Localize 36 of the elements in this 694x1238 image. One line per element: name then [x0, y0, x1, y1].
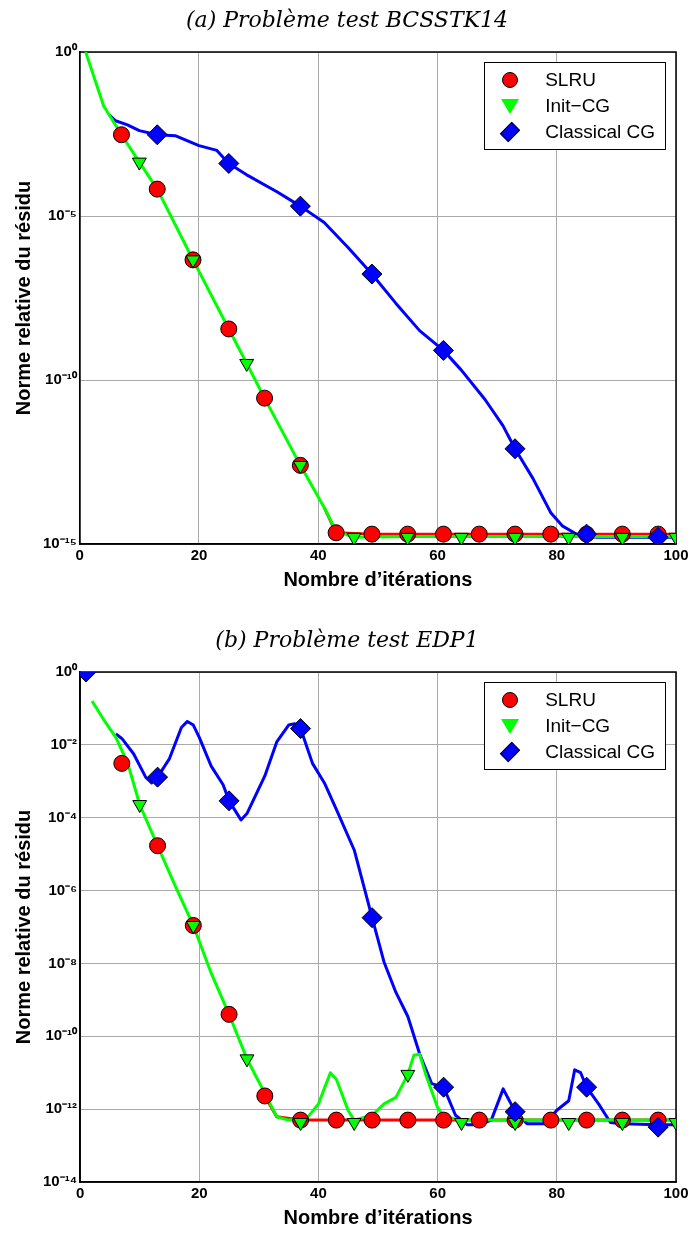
y-axis-title: Norme relative du résidu [11, 180, 34, 416]
x-tick-label: 20 [190, 546, 208, 564]
y-axis-title: Norme relative du résidu [11, 809, 34, 1045]
y-tick-label: 10⁻¹⁰ [45, 370, 78, 388]
legend-label: Classical CG [545, 741, 655, 763]
y-tick-label: 10⁰ [55, 42, 78, 60]
chart-title: (b) Problème test EDP1 [214, 626, 480, 654]
y-tick-label: 10⁻¹⁴ [42, 1172, 78, 1190]
x-tick-label: 100 [663, 1184, 689, 1202]
x-tick-label: 60 [429, 546, 446, 564]
x-tick-label: 80 [548, 546, 566, 564]
legend-label: SLRU [545, 689, 596, 711]
legend-label: Init−CG [545, 715, 611, 737]
y-tick-label: 10⁻⁸ [48, 953, 78, 971]
y-tick-label: 10⁻⁶ [48, 880, 78, 898]
x-tick-label: 40 [309, 546, 327, 564]
x-tick-label: 100 [663, 546, 689, 564]
x-axis-title: Nombre d’itérations [283, 1205, 473, 1228]
x-tick-label: 40 [310, 1184, 327, 1202]
y-tick-label: 10⁻² [50, 735, 78, 752]
x-tick-label: 0 [75, 1184, 85, 1202]
y-tick-label: 10⁰ [55, 662, 79, 680]
y-tick-label: 10⁻⁴ [47, 807, 78, 825]
x-tick-label: 60 [429, 1184, 446, 1202]
legend-label: Init−CG [545, 95, 611, 117]
x-tick-label: 0 [75, 546, 84, 564]
y-tick-label: 10⁻⁵ [47, 206, 77, 224]
x-tick-label: 20 [190, 1184, 208, 1202]
x-axis-title: Nombre d’itérations [283, 567, 473, 590]
x-tick-label: 80 [548, 1184, 566, 1202]
legend-label: Classical CG [545, 121, 655, 143]
chart-title: (a) Problème test BCSSTK14 [184, 6, 510, 34]
y-tick-label: 10⁻¹⁰ [45, 1026, 79, 1044]
legend-label: SLRU [545, 69, 596, 91]
y-tick-label: 10⁻¹⁵ [42, 534, 77, 552]
y-tick-label: 10⁻¹² [45, 1099, 78, 1117]
